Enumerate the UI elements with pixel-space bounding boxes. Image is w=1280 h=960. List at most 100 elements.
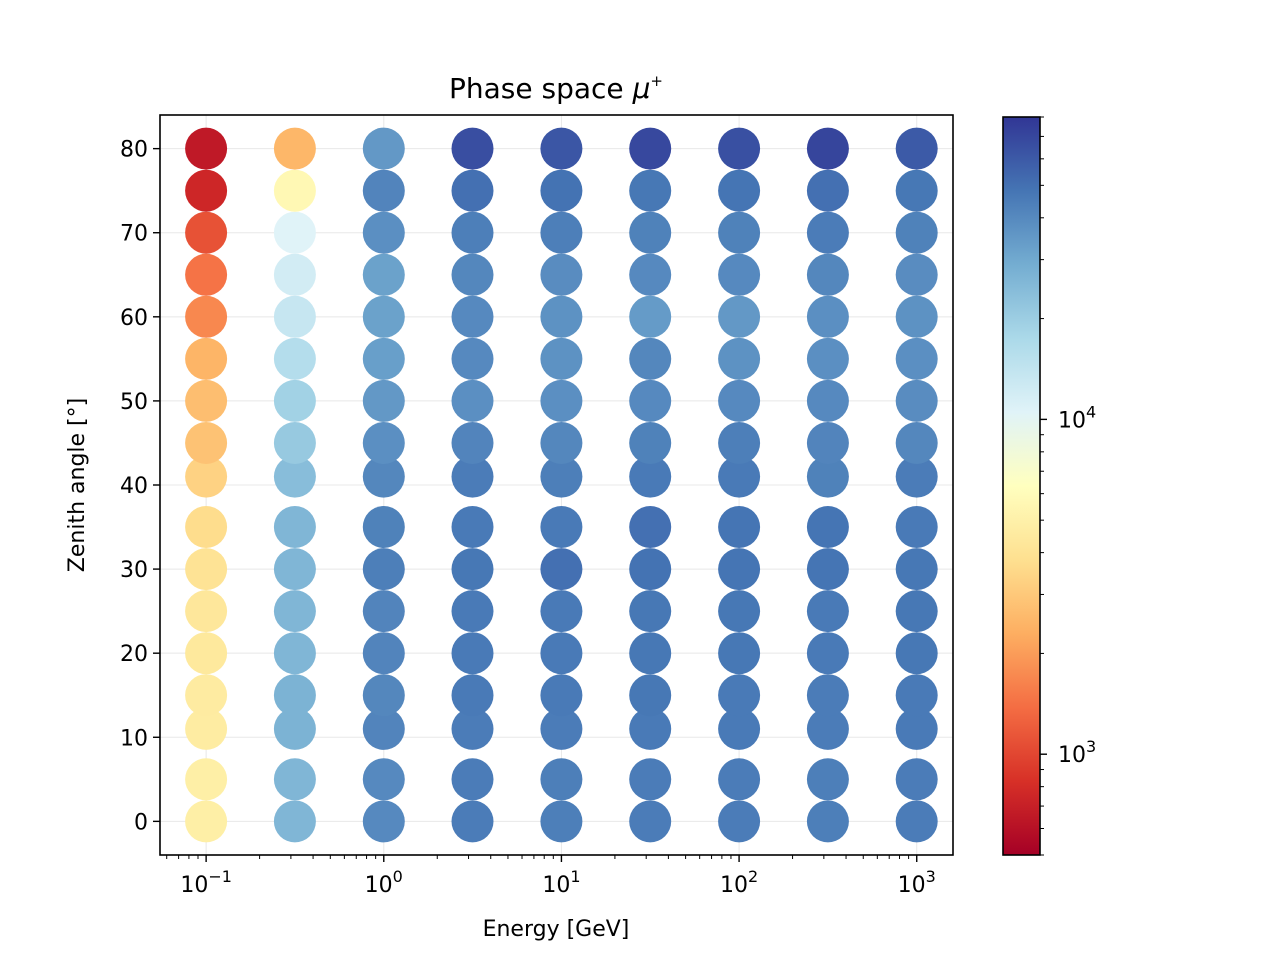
- data-point: [451, 632, 494, 675]
- data-point: [806, 455, 849, 498]
- data-point: [806, 337, 849, 380]
- data-point: [273, 379, 316, 422]
- data-point: [451, 707, 494, 750]
- data-point: [185, 295, 228, 338]
- data-point: [362, 548, 405, 591]
- data-point: [451, 379, 494, 422]
- data-point: [540, 632, 583, 675]
- y-tick-label: 0: [134, 810, 148, 835]
- data-point: [362, 211, 405, 254]
- data-point: [362, 590, 405, 633]
- data-point: [540, 127, 583, 170]
- data-point: [629, 506, 672, 548]
- data-point: [895, 169, 938, 212]
- data-point: [629, 422, 672, 464]
- data-point: [185, 632, 228, 675]
- data-point: [540, 674, 583, 717]
- x-axis-label: Energy [GeV]: [483, 917, 630, 942]
- data-point: [451, 506, 494, 548]
- data-point: [362, 758, 405, 801]
- data-point: [362, 337, 405, 380]
- data-point: [185, 707, 228, 750]
- data-point: [806, 674, 849, 717]
- data-point: [185, 758, 228, 801]
- axes: 0 10 20 30 40 50 60 70 80 10−1 100 101 102 103: [120, 114, 954, 898]
- colorbar-ticks: 103 104: [1040, 116, 1096, 856]
- data-point: [629, 548, 672, 591]
- x-tick-label: 102: [720, 867, 758, 898]
- data-point: [362, 379, 405, 422]
- data-point: [806, 253, 849, 296]
- colorbar: 103 104: [1002, 116, 1096, 856]
- data-point: [451, 548, 494, 591]
- data-point: [629, 758, 672, 801]
- data-point: [273, 253, 316, 296]
- data-point: [273, 548, 316, 591]
- data-point: [718, 632, 761, 675]
- data-point: [185, 253, 228, 296]
- y-tick-label: 40: [120, 474, 148, 499]
- data-point: [451, 590, 494, 633]
- data-point: [273, 169, 316, 212]
- x-tick-label: 103: [898, 867, 936, 898]
- data-point: [451, 455, 494, 498]
- data-point: [451, 800, 494, 843]
- data-point: [895, 632, 938, 675]
- data-point: [451, 169, 494, 212]
- colorbar-gradient: [1003, 117, 1040, 855]
- data-point: [540, 337, 583, 380]
- data-point: [540, 379, 583, 422]
- data-point: [806, 422, 849, 464]
- data-point: [185, 455, 228, 498]
- data-point: [185, 590, 228, 633]
- data-point: [540, 590, 583, 633]
- data-point: [718, 169, 761, 212]
- data-point: [185, 337, 228, 380]
- y-tick-label: 70: [120, 222, 148, 247]
- data-point: [718, 379, 761, 422]
- title-symbol: μ: [632, 72, 651, 105]
- data-point: [273, 337, 316, 380]
- data-point: [540, 758, 583, 801]
- data-point: [540, 707, 583, 750]
- data-point: [362, 455, 405, 498]
- data-point: [629, 379, 672, 422]
- data-point: [718, 295, 761, 338]
- data-point: [895, 422, 938, 464]
- data-point: [629, 295, 672, 338]
- data-point: [451, 211, 494, 254]
- data-point: [629, 253, 672, 296]
- data-point: [806, 758, 849, 801]
- x-tick-label: 10−1: [180, 867, 232, 898]
- data-point: [895, 590, 938, 633]
- data-point: [540, 548, 583, 591]
- data-point: [451, 758, 494, 801]
- data-point: [718, 590, 761, 633]
- data-points: [185, 127, 938, 843]
- data-point: [895, 674, 938, 717]
- data-point: [718, 455, 761, 498]
- data-point: [895, 253, 938, 296]
- data-point: [540, 455, 583, 498]
- chart-title: Phase space μ+: [449, 72, 663, 105]
- data-point: [540, 253, 583, 296]
- data-point: [362, 127, 405, 170]
- data-point: [185, 127, 228, 170]
- data-point: [718, 127, 761, 170]
- data-point: [273, 422, 316, 464]
- data-point: [806, 506, 849, 548]
- data-point: [629, 632, 672, 675]
- data-point: [451, 422, 494, 464]
- data-point: [185, 379, 228, 422]
- data-point: [806, 127, 849, 170]
- data-point: [629, 337, 672, 380]
- y-tick-label: 80: [120, 138, 148, 163]
- data-point: [540, 506, 583, 548]
- data-point: [895, 337, 938, 380]
- colorbar-tick-label: 104: [1058, 402, 1096, 433]
- data-point: [629, 590, 672, 633]
- data-point: [806, 211, 849, 254]
- data-point: [185, 800, 228, 843]
- data-point: [362, 506, 405, 548]
- data-point: [273, 590, 316, 633]
